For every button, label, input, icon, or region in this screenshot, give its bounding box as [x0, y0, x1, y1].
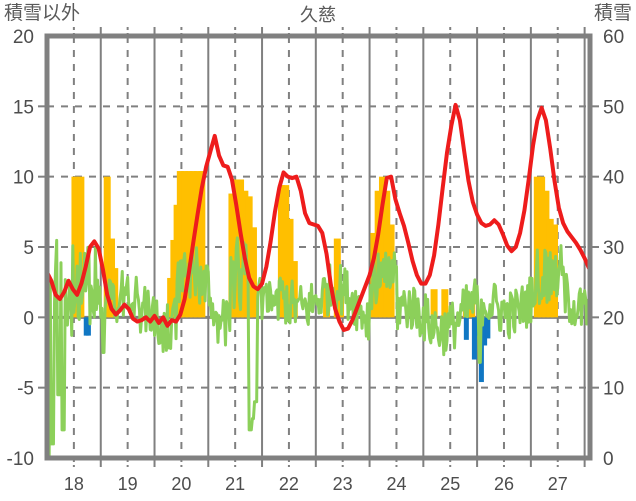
x-tick-label: 19	[118, 474, 138, 494]
left-tick-label: -10	[7, 449, 34, 470]
x-tick-label: 27	[548, 474, 568, 494]
x-tick-label: 20	[171, 474, 191, 494]
x-tick-label: 23	[333, 474, 353, 494]
x-tick-label: 18	[64, 474, 84, 494]
x-tick-label: 22	[279, 474, 299, 494]
left-tick-label: 15	[13, 97, 34, 118]
right-tick-label: 50	[603, 97, 624, 118]
left-tick-label: 5	[23, 238, 34, 259]
x-tick-label: 21	[225, 474, 245, 494]
x-tick-label: 24	[386, 474, 406, 494]
page-title: 久慈	[300, 5, 336, 25]
right-tick-label: 30	[603, 238, 624, 259]
x-axis-labels: 18 19 20 21 22 23 24 25 26 27	[64, 474, 568, 494]
right-axis-title: 積雪	[593, 3, 632, 24]
left-axis-labels: -10 -5 0 5 10 15 20	[7, 27, 34, 470]
left-tick-label: 20	[13, 27, 34, 48]
left-tick-label: 10	[13, 168, 34, 189]
right-axis-labels: 0 10 20 30 40 50 60	[603, 27, 624, 470]
red-series	[45, 102, 591, 332]
axis-ticks	[38, 27, 599, 467]
left-axis-title: 積雪以外	[4, 3, 81, 24]
x-tick-label: 25	[440, 474, 460, 494]
right-tick-label: 10	[603, 379, 624, 400]
right-tick-label: 40	[603, 168, 624, 189]
right-tick-label: 20	[603, 308, 624, 329]
left-tick-label: -5	[17, 379, 34, 400]
right-tick-label: 0	[603, 449, 614, 470]
right-tick-label: 60	[603, 27, 624, 48]
x-tick-label: 26	[494, 474, 514, 494]
plot-frame	[44, 33, 593, 461]
left-tick-label: 0	[23, 308, 34, 329]
green-series	[46, 236, 592, 460]
